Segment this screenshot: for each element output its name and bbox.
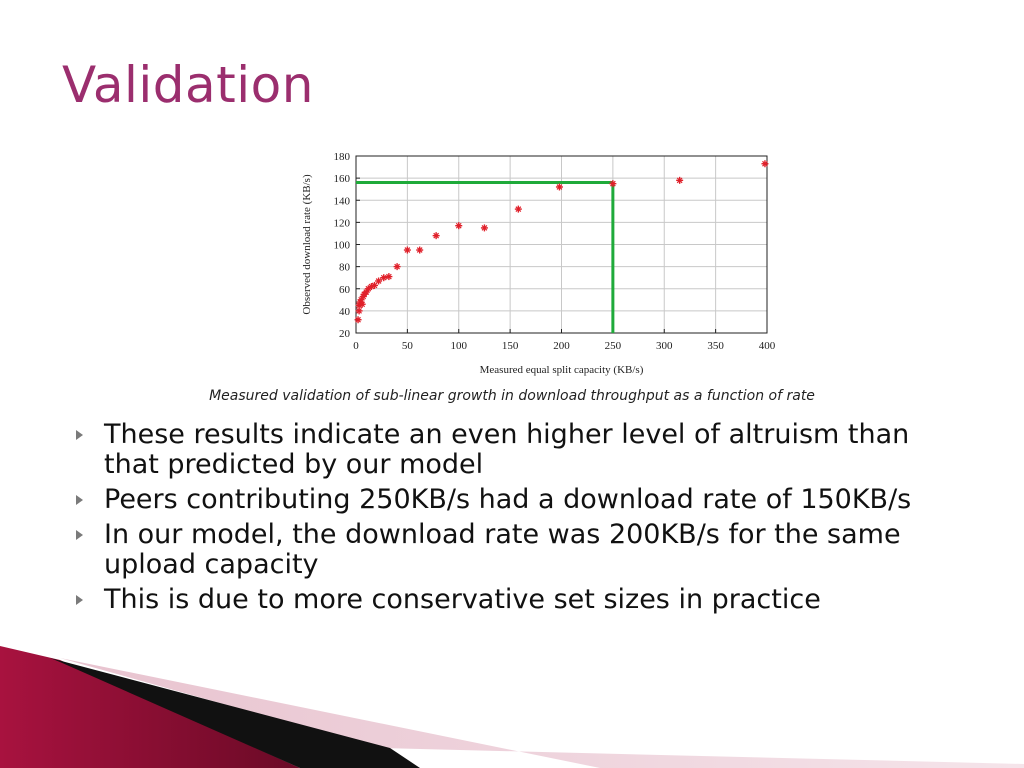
bullet-item: These results indicate an even higher le… [72, 420, 972, 480]
y-tick-label: 120 [334, 217, 351, 229]
x-tick-label: 350 [707, 340, 724, 352]
data-point [362, 288, 370, 296]
bullet-arrow-icon [76, 595, 83, 605]
bullet-item: Peers contributing 250KB/s had a downloa… [72, 485, 972, 515]
y-tick-label: 60 [339, 284, 351, 296]
slide-decoration [0, 646, 1024, 768]
data-point [370, 281, 378, 289]
data-point [380, 274, 388, 282]
bullet-text: Peers contributing 250KB/s had a downloa… [104, 484, 912, 515]
y-tick-label: 40 [339, 306, 351, 318]
decor-red-wedge [0, 646, 300, 768]
bullet-item: In our model, the download rate was 200K… [72, 520, 972, 580]
data-points [354, 160, 769, 324]
bullet-arrow-icon [76, 430, 83, 440]
data-point [761, 160, 769, 168]
chart-ticks: 0 50 100 150 200 250 300 350 400 20 40 60 80 100 120 14… [334, 151, 776, 352]
x-tick-label: 250 [605, 340, 622, 352]
x-tick-label: 100 [451, 340, 468, 352]
y-tick-label: 180 [334, 151, 351, 163]
data-point [609, 180, 617, 188]
data-point [385, 273, 393, 281]
data-point [403, 246, 411, 254]
y-tick-label: 140 [334, 195, 351, 207]
x-tick-label: 400 [759, 340, 776, 352]
bullet-item: This is due to more conservative set siz… [72, 585, 972, 615]
x-axis-label: Measured equal split capacity (KB/s) [480, 364, 644, 376]
data-point [514, 205, 522, 213]
bullet-list: These results indicate an even higher le… [72, 420, 972, 620]
data-point [480, 224, 488, 232]
y-axis-label: Observed download rate (KB/s) [301, 174, 313, 315]
x-tick-label: 200 [553, 340, 570, 352]
data-point [354, 316, 362, 324]
bullet-arrow-icon [76, 495, 83, 505]
data-point [358, 300, 366, 308]
y-tick-label: 160 [334, 173, 351, 185]
y-tick-label: 20 [339, 328, 351, 340]
bullet-arrow-icon [76, 530, 83, 540]
scatter-chart: 0 50 100 150 200 250 300 350 400 20 40 60 80 100 120 14… [290, 140, 790, 390]
x-tick-label: 300 [656, 340, 673, 352]
data-point [432, 232, 440, 240]
x-tick-label: 50 [402, 340, 414, 352]
data-point [676, 176, 684, 184]
y-tick-label: 100 [334, 240, 351, 252]
chart-svg: 0 50 100 150 200 250 300 350 400 20 40 60 80 100 120 14… [301, 151, 776, 376]
bullet-text: In our model, the download rate was 200K… [104, 519, 901, 580]
data-point [416, 246, 424, 254]
chart-caption: Measured validation of sub-linear growth… [209, 388, 815, 404]
data-point [555, 183, 563, 191]
data-point [455, 222, 463, 230]
slide-title: Validation [62, 56, 314, 114]
bullet-text: This is due to more conservative set siz… [104, 584, 821, 615]
highlight-lines [356, 181, 615, 333]
bullet-text: These results indicate an even higher le… [104, 419, 910, 480]
x-tick-label: 0 [353, 340, 359, 352]
data-point [393, 263, 401, 271]
y-tick-label: 80 [339, 262, 351, 274]
x-tick-label: 150 [502, 340, 519, 352]
decor-black-stripe [50, 658, 420, 768]
data-point [375, 277, 383, 285]
